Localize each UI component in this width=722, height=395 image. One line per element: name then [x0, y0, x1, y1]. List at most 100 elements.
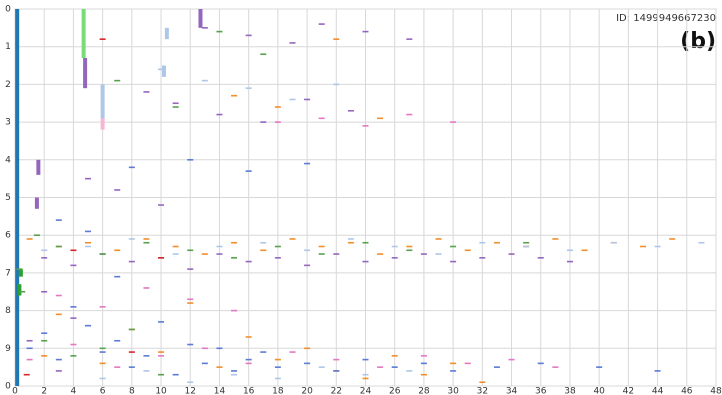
event-dash — [231, 370, 238, 372]
event-dash — [201, 79, 208, 82]
interval-bar — [83, 58, 88, 89]
event-dash — [479, 241, 486, 244]
event-dash — [391, 366, 398, 368]
event-dash — [318, 366, 325, 368]
event-dash — [552, 238, 559, 240]
event-dash — [304, 249, 311, 252]
event-dash — [231, 373, 238, 376]
event-dash — [362, 30, 369, 33]
event-dash — [420, 373, 427, 376]
x-tick-label: 32 — [477, 387, 488, 395]
event-dash — [158, 204, 165, 206]
event-dash — [347, 238, 354, 240]
event-dash — [55, 294, 62, 297]
event-dash — [420, 355, 427, 357]
event-dash — [362, 373, 369, 376]
event-dash — [114, 249, 121, 252]
x-tick-label: 12 — [185, 387, 196, 395]
event-dash — [274, 106, 281, 108]
event-dash — [333, 83, 340, 86]
x-tick-label: 26 — [389, 387, 401, 395]
event-dash — [304, 162, 311, 165]
event-dash — [406, 370, 413, 372]
event-dash — [216, 366, 223, 368]
event-dash — [406, 245, 413, 248]
event-dash — [99, 377, 106, 380]
event-dash — [70, 306, 77, 308]
event-dash — [420, 362, 427, 365]
event-dash — [143, 241, 150, 244]
x-tick-label: 28 — [418, 387, 430, 395]
event-dash — [128, 366, 135, 368]
event-dash — [552, 366, 559, 368]
x-tick-label: 44 — [652, 387, 664, 395]
event-dash — [333, 253, 340, 255]
event-dash — [158, 68, 165, 71]
interval-bar — [18, 269, 23, 277]
event-dash — [450, 245, 457, 248]
event-dash — [114, 189, 121, 191]
event-dash — [41, 290, 48, 293]
event-dash — [201, 27, 208, 29]
event-dash — [391, 245, 398, 248]
event-dash — [26, 238, 33, 240]
event-dash — [231, 257, 238, 259]
event-dash — [347, 241, 354, 244]
event-dash — [172, 102, 179, 105]
event-dash — [216, 347, 223, 350]
event-dash — [639, 245, 646, 248]
event-dash — [377, 366, 384, 368]
event-dash — [245, 362, 252, 365]
interval-bar — [36, 159, 41, 175]
event-dash — [274, 358, 281, 361]
event-dash — [201, 253, 208, 255]
event-dash — [85, 177, 92, 180]
interval-bar — [15, 9, 20, 386]
event-dash — [333, 370, 340, 372]
event-dash — [41, 257, 48, 259]
event-dash — [99, 347, 106, 350]
event-dash — [158, 355, 165, 357]
event-dash — [274, 366, 281, 368]
x-tick-label: 4 — [71, 387, 77, 395]
event-dash — [362, 125, 369, 127]
interval-bar — [100, 84, 105, 119]
event-dash — [187, 298, 194, 301]
event-dash — [26, 339, 33, 342]
interval-bar — [198, 9, 203, 28]
y-tick-label: 4 — [5, 155, 11, 165]
event-dash — [187, 159, 194, 161]
event-dash — [187, 343, 194, 346]
event-dash — [464, 362, 471, 365]
event-dash — [450, 121, 457, 123]
interval-bar — [164, 27, 169, 40]
event-dash — [245, 170, 252, 172]
event-dash — [362, 241, 369, 244]
event-dash — [566, 249, 573, 252]
event-dash — [289, 42, 296, 44]
event-dash — [187, 249, 194, 252]
event-dash — [479, 257, 486, 259]
event-dash — [245, 260, 252, 263]
x-tick-label: 48 — [710, 387, 722, 395]
event-dash — [523, 241, 530, 244]
interval-bar — [17, 284, 22, 296]
event-dash — [304, 347, 311, 350]
event-dash — [70, 343, 77, 346]
x-tick-label: 2 — [41, 387, 47, 395]
event-dash — [435, 238, 442, 240]
event-dash — [260, 351, 267, 353]
event-dash — [581, 249, 588, 252]
event-dash — [201, 362, 208, 365]
event-dash — [99, 362, 106, 365]
event-dash — [41, 249, 48, 252]
event-dash — [435, 253, 442, 255]
event-dash — [450, 260, 457, 263]
event-dash — [143, 287, 150, 289]
event-dash — [289, 238, 296, 240]
event-dash — [347, 109, 354, 112]
event-dash — [99, 306, 106, 308]
y-tick-label: 3 — [5, 118, 11, 128]
event-dash — [114, 339, 121, 342]
event-dash — [377, 117, 384, 120]
